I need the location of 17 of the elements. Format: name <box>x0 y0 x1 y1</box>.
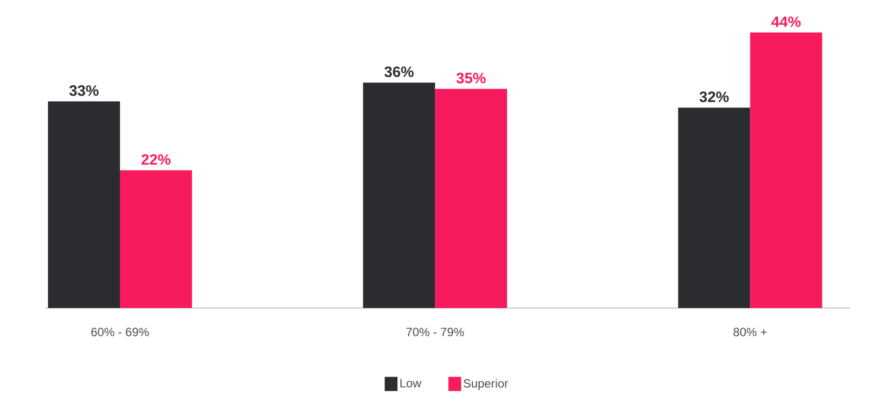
bar <box>120 170 192 308</box>
x-tick-label: 70% - 79% <box>406 328 464 336</box>
bar <box>678 108 750 308</box>
x-tick-label: 60% - 69% <box>91 328 149 336</box>
bar <box>363 82 436 308</box>
data-label: 36% <box>384 66 414 78</box>
data-label: 35% <box>456 72 486 84</box>
bar <box>48 101 120 308</box>
bar <box>750 32 822 308</box>
data-label: 44% <box>771 16 801 28</box>
legend-label: Low <box>400 379 422 388</box>
bar <box>435 88 508 308</box>
data-label: 32% <box>700 92 729 102</box>
x-tick-label: 80% + <box>734 328 767 336</box>
data-label: 33% <box>69 85 99 96</box>
data-label: 22% <box>142 154 171 165</box>
legend-label: Superior <box>464 378 508 390</box>
